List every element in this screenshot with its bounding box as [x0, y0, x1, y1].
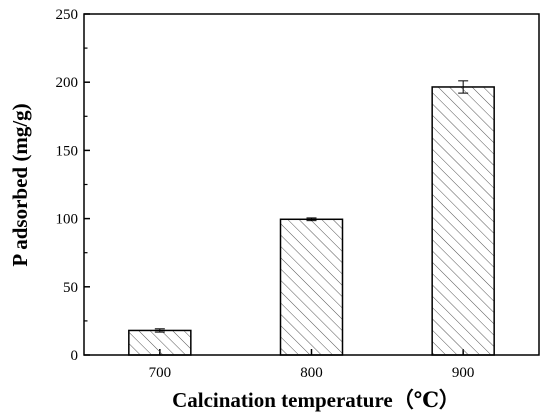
bar-700: [128, 329, 192, 356]
bar-900: [431, 86, 495, 356]
bars: [128, 80, 495, 356]
bar-800: [279, 218, 344, 356]
error-bar-700: [154, 328, 165, 333]
y-tick-label: 200: [56, 75, 79, 91]
y-tick-label: 50: [63, 280, 78, 296]
y-tick-label: 100: [56, 212, 79, 228]
x-tick-label-700: 700: [149, 365, 172, 381]
y-tick-label: 250: [56, 7, 79, 23]
y-tick-label: 150: [56, 143, 79, 159]
y-axis-title: P adsorbed (mg/g): [8, 103, 32, 266]
error-bar-900: [458, 80, 469, 94]
error-bar-800: [306, 217, 317, 222]
y-tick-label: 0: [71, 348, 79, 364]
x-tick-label-800: 800: [300, 365, 323, 381]
y-axis: 0 50 100 150 200 250: [56, 7, 90, 364]
x-tick-label-900: 900: [452, 365, 475, 381]
x-axis-title: Calcination temperature（℃）: [172, 388, 460, 412]
